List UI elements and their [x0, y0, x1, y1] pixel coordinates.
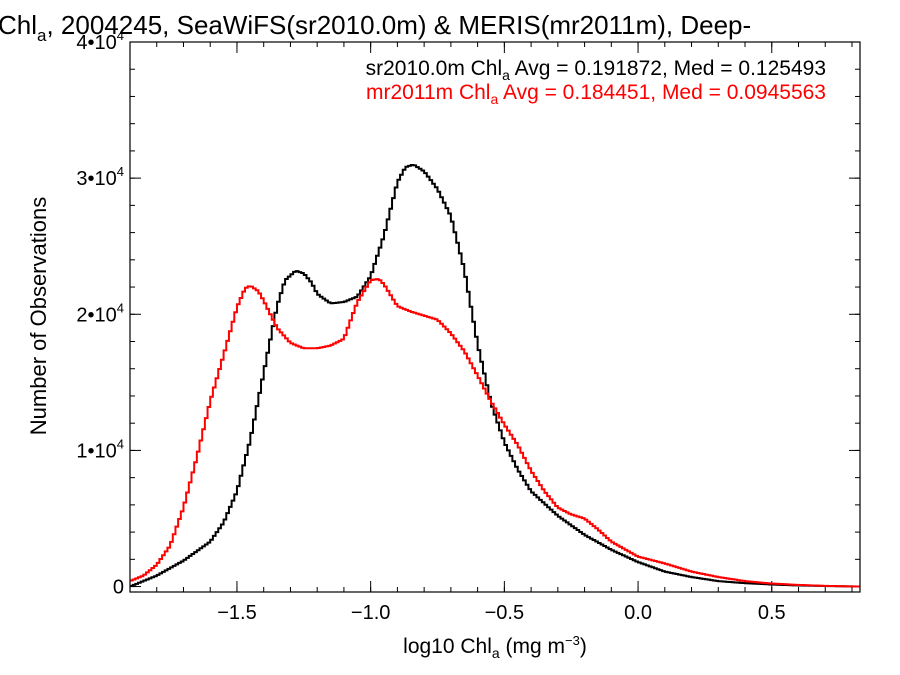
- legend-entry-red-sub: a: [490, 91, 498, 107]
- x-axis-label-sub: a: [492, 645, 500, 661]
- legend-entry-black-post: Avg = 0.191872, Med = 0.125493: [510, 57, 826, 80]
- chart-title-sub: a: [37, 26, 47, 45]
- y-tick-label: 1•104: [76, 436, 124, 462]
- legend-entry-black: sr2010.0m Chla Avg = 0.191872, Med = 0.1…: [366, 57, 826, 83]
- x-tick-label: 0.0: [624, 602, 652, 624]
- axis-ticks: −1.5 −1.0 −0.5 0.0 0.5 0 1•104 2•104 3•104 4•104: [76, 28, 860, 624]
- legend-entry-red: mr2011m Chla Avg = 0.184451, Med = 0.094…: [366, 81, 826, 107]
- x-axis-label-sup: −3: [565, 633, 580, 648]
- x-axis-label-pre: log10 Chl: [403, 635, 492, 658]
- y-axis-label: Number of Observations: [26, 197, 51, 435]
- chart-title: Chla, 2004245, SeaWiFS(sr2010.0m) & MERI…: [0, 10, 751, 45]
- x-axis-label-mid: (mg m: [500, 635, 565, 658]
- x-axis-label-post: ): [580, 635, 587, 658]
- legend-entry-black-pre: sr2010.0m Chl: [366, 57, 503, 80]
- series-line-red: [130, 278, 860, 588]
- series-lines: [130, 163, 860, 588]
- y-tick-label: 4•104: [76, 28, 124, 54]
- x-tick-label: −0.5: [485, 602, 524, 624]
- legend-entry-black-sub: a: [502, 67, 510, 83]
- x-tick-label: −1.0: [351, 602, 390, 624]
- x-tick-label: 0.5: [758, 602, 786, 624]
- chart-title-rest: , 2004245, SeaWiFS(sr2010.0m) & MERIS(mr…: [46, 10, 751, 40]
- plot-frame: [129, 41, 861, 593]
- chart-title-base: Chl: [0, 10, 37, 40]
- legend-entry-red-post: Avg = 0.184451, Med = 0.0945563: [498, 81, 826, 104]
- x-tick-label: −1.5: [217, 602, 256, 624]
- series-line-black: [130, 163, 860, 588]
- y-tick-label: 0: [113, 577, 124, 599]
- x-axis-label: log10 Chla (mg m−3): [403, 633, 587, 661]
- y-tick-label: 3•104: [76, 164, 124, 190]
- y-tick-label: 2•104: [76, 300, 124, 326]
- legend-entry-red-pre: mr2011m Chl: [366, 81, 490, 104]
